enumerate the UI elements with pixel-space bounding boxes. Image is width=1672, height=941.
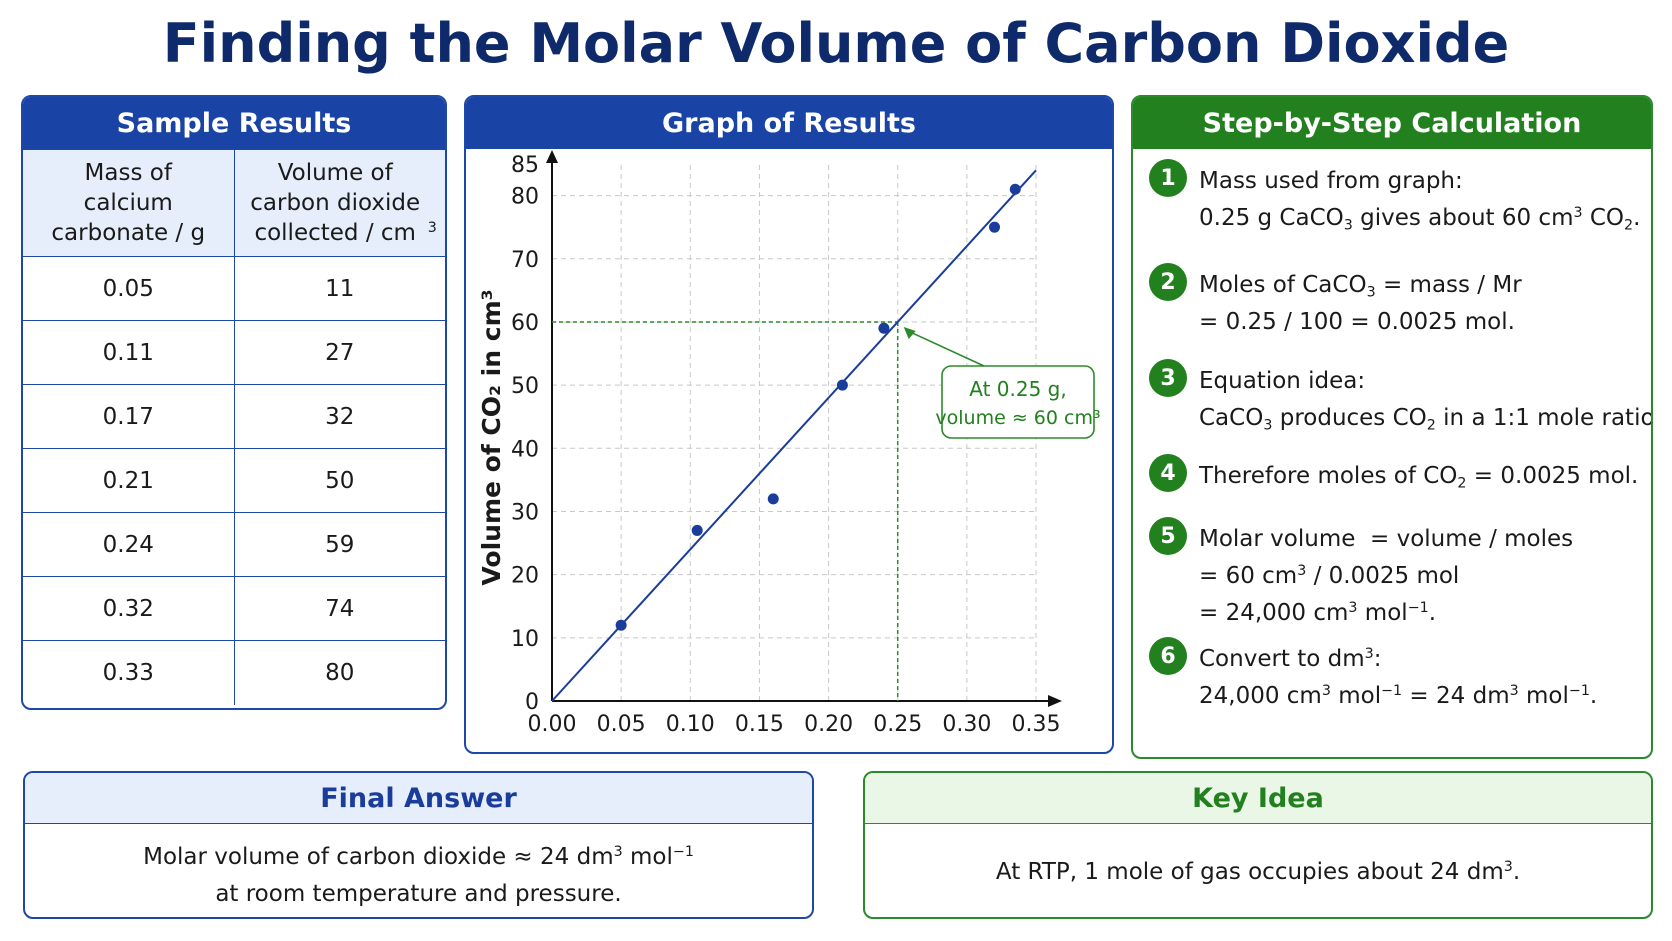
mass-cell: 0.17 <box>23 384 235 449</box>
final-answer-heading: Final Answer <box>25 773 812 824</box>
key-idea-panel: Key Idea At RTP, 1 mole of gas occupies … <box>863 771 1653 919</box>
volume-cell: 27 <box>233 320 445 385</box>
step-number-badge: 1 <box>1149 159 1187 197</box>
data-point <box>1009 183 1021 195</box>
x-axis-label: Mass of CaCO₃ in g <box>662 750 926 752</box>
volume-cell: 32 <box>233 384 445 449</box>
column-header-volume: Volume of carbon dioxide collected / cm 3 <box>233 149 445 257</box>
y-tick-label: 70 <box>511 248 539 273</box>
x-tick-label: 0.15 <box>735 712 784 737</box>
table-row: 0.17 32 <box>23 384 445 449</box>
mass-cell: 0.33 <box>23 640 235 705</box>
step-number-badge: 4 <box>1149 454 1187 492</box>
x-tick-label: 0.25 <box>873 712 922 737</box>
y-tick-label: 20 <box>511 564 539 589</box>
y-axis-label: Volume of CO₂ in cm³ <box>477 289 506 585</box>
step-text: Therefore moles of CO2 = 0.0025 mol. <box>1199 463 1639 492</box>
page-title: Finding the Molar Volume of Carbon Dioxi… <box>162 12 1510 75</box>
volume-cell: 80 <box>233 640 445 705</box>
y-axis-arrow <box>546 150 558 163</box>
mass-cell: 0.32 <box>23 576 235 641</box>
step-text: Molar volume = volume / moles = 60 cm3 / … <box>1199 526 1574 626</box>
annotation-box <box>941 365 1095 439</box>
data-point <box>878 322 890 334</box>
y-tick-label: 40 <box>511 437 539 462</box>
y-tick-label: 10 <box>511 627 539 652</box>
step-text: Equation idea: CaCO3 produces CO2 in a 1:… <box>1199 368 1653 434</box>
steps-panel: Step-by-Step Calculation 1 Mass used from… <box>1131 95 1653 759</box>
x-axis-arrow <box>1048 695 1062 707</box>
results-chart: 0.00 0.05 0.10 0.15 0.20 0.25 0.30 0.35 0 10 20 30 4… <box>477 150 1101 752</box>
x-tick-label: 0.00 <box>528 712 577 737</box>
final-answer-panel: Final Answer Molar volume of carbon diox… <box>23 771 814 919</box>
mass-cell: 0.24 <box>23 512 235 577</box>
x-tick-label: 0.20 <box>804 712 853 737</box>
data-point <box>989 221 1001 233</box>
key-idea-heading: Key Idea <box>865 773 1651 824</box>
results-table: Mass of calcium carbonate / g Volume of … <box>23 149 445 705</box>
y-tick-label: 85 <box>511 153 539 178</box>
mass-cell: 0.11 <box>23 320 235 385</box>
best-fit-line <box>551 169 1037 702</box>
column-header-volume-text: Volume of carbon dioxide collected / cm <box>250 160 421 246</box>
annotation-text-line1: At 0.25 g, <box>969 377 1066 401</box>
table-row: 0.24 59 <box>23 512 445 577</box>
table-row: 0.05 11 <box>23 256 445 321</box>
x-tick-label: 0.10 <box>666 712 715 737</box>
volume-cell: 59 <box>233 512 445 577</box>
volume-cell: 11 <box>233 256 445 321</box>
data-point <box>691 524 703 536</box>
table-row: 0.32 74 <box>23 576 445 641</box>
key-idea-text: At RTP, 1 mole of gas occupies about 24 … <box>995 859 1521 885</box>
annotation-arrow-line <box>905 329 985 367</box>
steps-heading: Step-by-Step Calculation <box>1133 97 1651 149</box>
x-tick-label: 0.30 <box>942 712 991 737</box>
step-number-badge: 2 <box>1149 263 1187 301</box>
data-point <box>615 619 627 631</box>
volume-cell: 74 <box>233 576 445 641</box>
mass-cell: 0.05 <box>23 256 235 321</box>
final-answer-text: Molar volume of carbon dioxide ≈ 24 dm3 … <box>143 844 694 907</box>
table-row: 0.11 27 <box>23 320 445 385</box>
annotation-arrowhead <box>903 326 916 339</box>
mass-cell: 0.21 <box>23 448 235 513</box>
column-header-mass-text: Mass of calcium carbonate / g <box>51 160 206 246</box>
annotation-text-line2: volume ≈ 60 cm³ <box>935 407 1100 429</box>
sample-results-panel: Sample Results Mass of calcium carbonate… <box>21 95 447 710</box>
step-text: Mass used from graph: 0.25 g CaCO3 gives … <box>1199 168 1641 234</box>
y-tick-label: 30 <box>511 500 539 525</box>
table-row: 0.21 50 <box>23 448 445 513</box>
step-number-badge: 5 <box>1149 517 1187 555</box>
x-tick-label: 0.35 <box>1012 712 1061 737</box>
sample-results-heading: Sample Results <box>23 97 445 149</box>
step-text: Moles of CaCO3 = mass / Mr = 0.25 / 100 =… <box>1199 272 1522 335</box>
y-tick-label: 0 <box>525 690 539 715</box>
x-tick-label: 0.05 <box>597 712 646 737</box>
y-tick-label: 50 <box>511 374 539 399</box>
data-point <box>836 379 848 391</box>
step-number-badge: 3 <box>1149 359 1187 397</box>
table-row: 0.33 80 <box>23 640 445 705</box>
graph-heading: Graph of Results <box>466 97 1112 149</box>
volume-cell: 50 <box>233 448 445 513</box>
column-header-mass: Mass of calcium carbonate / g <box>23 149 235 257</box>
graph-panel: Graph of Results 0.00 0.05 0.10 0.15 0.20 0.2… <box>464 95 1114 754</box>
y-tick-label: 80 <box>511 185 539 210</box>
step-number-badge: 6 <box>1149 637 1187 675</box>
data-point <box>767 493 779 505</box>
step-text: Convert to dm3: 24,000 cm3 mol−1 = 24 dm3… <box>1199 646 1598 709</box>
column-header-volume-sup: 3 <box>427 220 437 237</box>
y-tick-label: 60 <box>511 311 539 336</box>
